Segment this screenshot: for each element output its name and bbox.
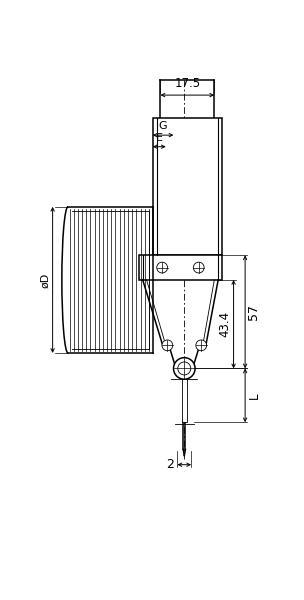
Bar bbox=[182, 379, 187, 422]
Circle shape bbox=[193, 262, 204, 273]
Text: G: G bbox=[159, 121, 168, 131]
Circle shape bbox=[174, 358, 195, 379]
Circle shape bbox=[196, 340, 207, 351]
Text: L: L bbox=[247, 392, 261, 398]
Text: øD: øD bbox=[40, 272, 50, 287]
Bar bbox=[153, 118, 222, 255]
Circle shape bbox=[178, 362, 191, 375]
Circle shape bbox=[162, 340, 173, 351]
Bar bbox=[139, 255, 222, 280]
Text: 17.5: 17.5 bbox=[174, 77, 200, 91]
Circle shape bbox=[157, 262, 168, 273]
Text: E: E bbox=[156, 133, 163, 143]
Text: 57: 57 bbox=[247, 304, 261, 320]
Text: 2: 2 bbox=[166, 458, 174, 471]
Text: 43.4: 43.4 bbox=[218, 311, 231, 337]
